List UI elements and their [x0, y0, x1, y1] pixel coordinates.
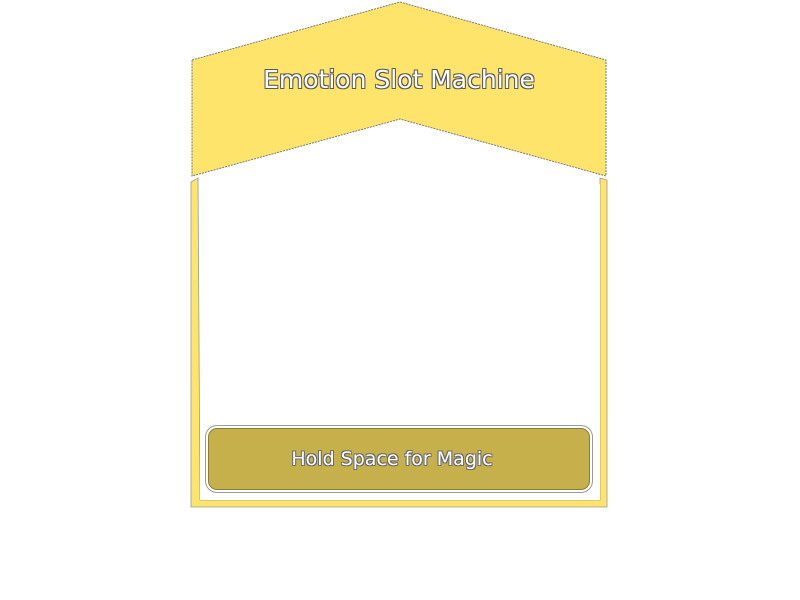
hold-space-button[interactable]: Hold Space for Magic — [208, 428, 590, 490]
machine-body-frame — [190, 177, 608, 508]
hold-space-label: Hold Space for Magic — [291, 448, 493, 470]
machine-title: Emotion Slot Machine — [263, 65, 535, 94]
machine-header-panel — [191, 1, 607, 177]
